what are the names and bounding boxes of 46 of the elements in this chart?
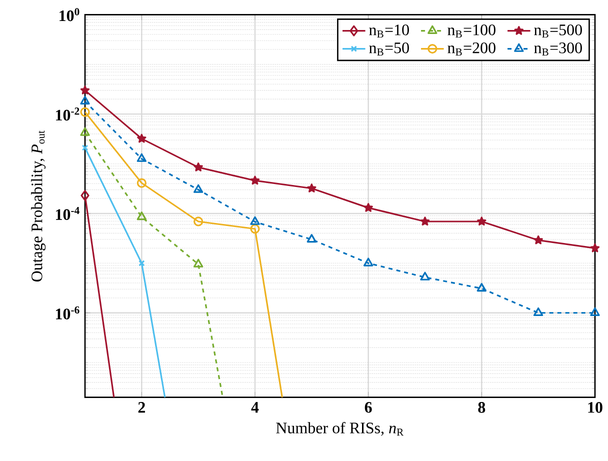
point <box>194 162 203 172</box>
point <box>590 243 600 252</box>
point <box>138 260 145 266</box>
y-tick-label: 10$^{0}$ <box>60 8 80 22</box>
point <box>306 234 317 243</box>
point <box>250 176 260 185</box>
point <box>590 307 600 316</box>
point <box>534 235 543 244</box>
point <box>477 216 486 226</box>
point <box>250 216 260 225</box>
point <box>193 258 204 268</box>
point <box>80 86 90 94</box>
point <box>137 134 146 143</box>
point <box>307 184 316 192</box>
point <box>193 184 204 193</box>
y-tick-label: 10$^{-2}$ <box>56 108 80 121</box>
point <box>250 224 260 234</box>
legend-label: n$_{B}$=300 <box>534 42 582 56</box>
point <box>194 216 204 226</box>
x-tick-label: 2 <box>138 402 145 413</box>
point <box>80 190 90 201</box>
point <box>420 272 430 280</box>
y-axis-title: Outage Probability, P$_{out}$ <box>31 130 46 282</box>
point <box>136 212 147 220</box>
legend-label: n$_{B}$=100 <box>448 24 496 38</box>
point <box>136 153 147 162</box>
point <box>80 96 90 105</box>
point <box>364 203 373 212</box>
x-axis-title: Number of RISs, n$_{R}$ <box>276 422 404 436</box>
y-tick-label: 10$^{-6}$ <box>56 306 80 320</box>
x-tick-label: 6 <box>364 402 372 413</box>
legend-label: n$_{B}$=10 <box>369 24 409 38</box>
legend-label: n$_{B}$=500 <box>534 24 582 38</box>
x-tick-label: 8 <box>478 402 486 413</box>
y-tick-label: 10$^{-4}$ <box>56 206 80 220</box>
point <box>136 178 146 188</box>
legend-label: n$_{B}$=50 <box>369 42 409 56</box>
point <box>363 258 374 266</box>
point <box>420 216 430 226</box>
x-tick-label: 4 <box>251 402 259 413</box>
legend-label: n$_{B}$=200 <box>448 42 496 56</box>
point <box>80 107 90 117</box>
point <box>476 282 486 292</box>
point <box>80 127 90 136</box>
x-tick-label: 10 <box>588 402 602 413</box>
point <box>533 307 544 316</box>
